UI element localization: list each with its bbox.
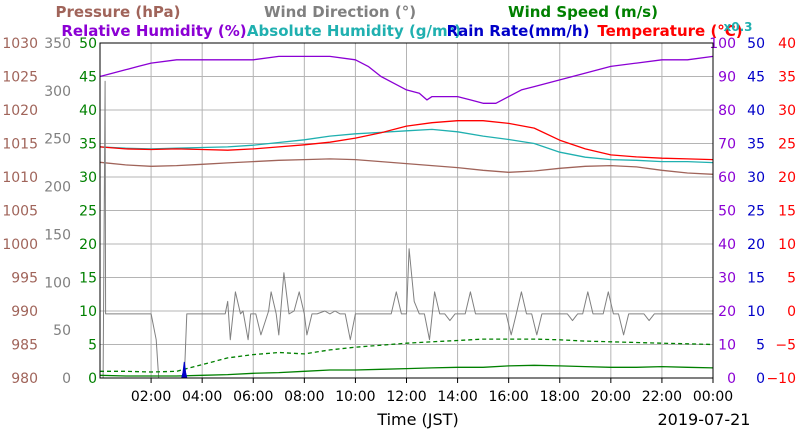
y-tick-label-relative_humidity: 30 bbox=[718, 271, 736, 287]
y-tick-label-temperature: 5 bbox=[787, 271, 796, 287]
y-tick-label-wind_speed: 10 bbox=[79, 304, 97, 320]
y-tick-label-wind_speed: 25 bbox=[79, 204, 97, 220]
y-tick-label-relative_humidity: 100 bbox=[709, 36, 736, 52]
x-tick-label: 08:00 bbox=[284, 389, 324, 405]
series-wind-gust bbox=[100, 338, 714, 373]
y-tick-label-pressure: 1025 bbox=[2, 70, 38, 86]
y-tick-label-wind_speed: 35 bbox=[79, 137, 97, 153]
y-tick-label-rain_rate: 15 bbox=[747, 271, 765, 287]
y-tick-label-wind_speed: 20 bbox=[79, 237, 97, 253]
series-absolute-humidity-g-m bbox=[99, 128, 714, 164]
y-tick-label-rain_rate: 25 bbox=[747, 204, 765, 220]
y-tick-label-wind_direction: 200 bbox=[44, 180, 71, 196]
y-tick-label-pressure: 1015 bbox=[2, 137, 38, 153]
y-tick-label-pressure: 1020 bbox=[2, 103, 38, 119]
x-tick-label: 06:00 bbox=[233, 389, 273, 405]
y-tick-label-wind_direction: 350 bbox=[44, 36, 71, 52]
y-tick-label-rain_rate: 40 bbox=[747, 103, 765, 119]
y-tick-label-wind_direction: 250 bbox=[44, 132, 71, 148]
series-wind-direction bbox=[100, 80, 713, 379]
y-tick-label-relative_humidity: 70 bbox=[718, 137, 736, 153]
date-label: 2019-07-21 bbox=[658, 410, 751, 429]
x-tick-label: 00:00 bbox=[693, 389, 733, 405]
y-tick-label-rain_rate: 50 bbox=[747, 36, 765, 52]
x-tick-label: 10:00 bbox=[335, 389, 375, 405]
y-tick-label-relative_humidity: 90 bbox=[718, 70, 736, 86]
y-tick-label-wind_direction: 100 bbox=[44, 275, 71, 291]
series-pressure-hpa bbox=[99, 158, 714, 175]
y-tick-label-temperature: −5 bbox=[775, 338, 796, 354]
legend-label: Rain Rate(mm/h) bbox=[447, 22, 590, 40]
legend-label: Relative Humidity (%) bbox=[61, 22, 246, 40]
y-tick-label-relative_humidity: 20 bbox=[718, 304, 736, 320]
y-tick-label-pressure: 1005 bbox=[2, 204, 38, 220]
legend-scale-note: x0.3 bbox=[724, 20, 753, 34]
y-tick-label-relative_humidity: 50 bbox=[718, 204, 736, 220]
y-tick-label-rain_rate: 0 bbox=[756, 371, 765, 387]
y-tick-label-pressure: 1030 bbox=[2, 36, 38, 52]
series-rain-rate bbox=[181, 361, 188, 379]
y-tick-label-pressure: 1000 bbox=[2, 237, 38, 253]
y-tick-label-temperature: 25 bbox=[778, 137, 796, 153]
y-tick-label-temperature: 0 bbox=[787, 304, 796, 320]
y-tick-label-pressure: 990 bbox=[11, 304, 38, 320]
legend-label: Pressure (hPa) bbox=[56, 3, 181, 21]
y-tick-label-wind_direction: 150 bbox=[44, 227, 71, 243]
x-axis-label: Time (JST) bbox=[376, 410, 458, 429]
legend-label: Temperature (°C) bbox=[597, 22, 742, 40]
y-tick-label-temperature: 40 bbox=[778, 36, 796, 52]
y-tick-label-wind_speed: 45 bbox=[79, 70, 97, 86]
y-tick-label-pressure: 980 bbox=[11, 371, 38, 387]
y-tick-label-wind_speed: 40 bbox=[79, 103, 97, 119]
y-tick-label-rain_rate: 5 bbox=[756, 338, 765, 354]
y-tick-label-temperature: −10 bbox=[766, 371, 796, 387]
y-tick-label-temperature: 10 bbox=[778, 237, 796, 253]
series-temperature-c bbox=[99, 120, 714, 161]
y-tick-label-relative_humidity: 10 bbox=[718, 338, 736, 354]
legend-label: Wind Direction (°) bbox=[264, 3, 416, 21]
x-tick-label: 14:00 bbox=[437, 389, 477, 405]
x-tick-label: 04:00 bbox=[182, 389, 222, 405]
series-relative-humidity bbox=[99, 55, 714, 104]
y-tick-label-temperature: 20 bbox=[778, 170, 796, 186]
series-wind-speed-m-s bbox=[99, 364, 714, 377]
y-tick-label-temperature: 35 bbox=[778, 70, 796, 86]
y-tick-label-rain_rate: 20 bbox=[747, 237, 765, 253]
x-tick-label: 12:00 bbox=[386, 389, 426, 405]
x-tick-label: 22:00 bbox=[642, 389, 682, 405]
y-tick-label-rain_rate: 35 bbox=[747, 137, 765, 153]
y-tick-label-temperature: 30 bbox=[778, 103, 796, 119]
y-tick-label-rain_rate: 30 bbox=[747, 170, 765, 186]
y-tick-label-wind_direction: 0 bbox=[62, 371, 71, 387]
y-tick-label-wind_speed: 5 bbox=[88, 338, 97, 354]
legend-label: Wind Speed (m/s) bbox=[508, 3, 658, 21]
y-tick-label-temperature: 15 bbox=[778, 204, 796, 220]
legend-label: Absolute Humidity (g/m³) bbox=[247, 22, 461, 40]
y-tick-label-wind_speed: 30 bbox=[79, 170, 97, 186]
y-tick-label-relative_humidity: 0 bbox=[727, 371, 736, 387]
y-tick-label-rain_rate: 10 bbox=[747, 304, 765, 320]
y-tick-label-rain_rate: 45 bbox=[747, 70, 765, 86]
y-tick-label-relative_humidity: 80 bbox=[718, 103, 736, 119]
x-tick-label: 02:00 bbox=[131, 389, 171, 405]
x-tick-label: 18:00 bbox=[540, 389, 580, 405]
y-tick-label-pressure: 985 bbox=[11, 338, 38, 354]
x-tick-label: 20:00 bbox=[591, 389, 631, 405]
y-tick-label-relative_humidity: 60 bbox=[718, 170, 736, 186]
y-tick-label-wind_direction: 300 bbox=[44, 84, 71, 100]
y-tick-label-wind_speed: 0 bbox=[88, 371, 97, 387]
y-tick-label-wind_speed: 15 bbox=[79, 271, 97, 287]
y-tick-label-pressure: 1010 bbox=[2, 170, 38, 186]
y-tick-label-wind_direction: 50 bbox=[53, 323, 71, 339]
y-tick-label-pressure: 995 bbox=[11, 271, 38, 287]
y-tick-label-wind_speed: 50 bbox=[79, 36, 97, 52]
x-tick-label: 16:00 bbox=[488, 389, 528, 405]
y-tick-label-relative_humidity: 40 bbox=[718, 237, 736, 253]
